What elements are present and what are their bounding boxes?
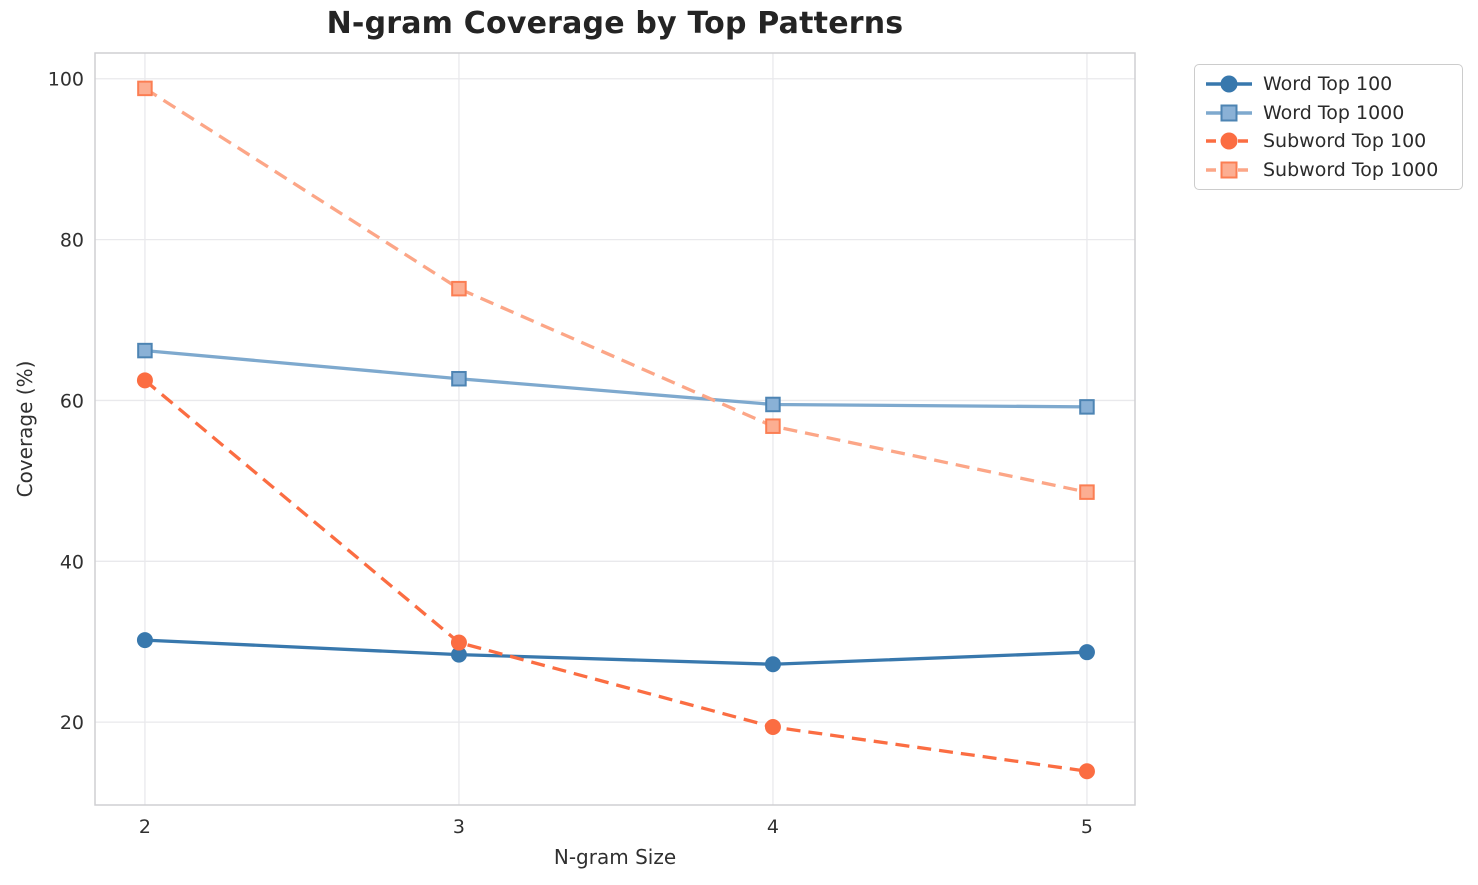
legend-dashed-line-sample xyxy=(1206,161,1252,179)
data-point-subword-top-1000-x4 xyxy=(765,418,781,434)
legend-item-subword-top-100: Subword Top 100 xyxy=(1205,127,1452,155)
legend-marker-icon xyxy=(1205,159,1253,181)
legend-item-label: Subword Top 1000 xyxy=(1263,158,1439,181)
data-point-subword-top-100-x4 xyxy=(764,718,781,735)
data-point-word-top-1000-x3 xyxy=(451,370,467,387)
series-line-word-top-100 xyxy=(144,638,1088,666)
y-tick-label-60: 60 xyxy=(60,390,84,412)
legend-item-label: Subword Top 100 xyxy=(1263,130,1427,153)
legend-item-subword-top-1000: Subword Top 1000 xyxy=(1205,156,1452,184)
plot-border xyxy=(94,52,1136,806)
legend-square-marker xyxy=(1220,161,1238,179)
legend-item-label: Word Top 100 xyxy=(1263,73,1393,96)
data-point-subword-top-100-x3 xyxy=(450,634,467,651)
data-point-word-top-1000-x5 xyxy=(1079,399,1095,415)
x-axis-label: N-gram Size xyxy=(553,845,677,869)
y-axis-label: Coverage (%) xyxy=(13,360,37,498)
y-tick-label-20: 20 xyxy=(60,712,84,734)
y-tick-label-80: 80 xyxy=(60,230,84,252)
data-point-subword-top-1000-x5 xyxy=(1079,484,1095,500)
y-tick-label-100: 100 xyxy=(48,69,84,91)
legend-solid-line-sample xyxy=(1206,104,1252,122)
data-point-subword-top-100-x5 xyxy=(1078,763,1095,780)
legend-item-word-top-100: Word Top 100 xyxy=(1205,70,1452,98)
series-line-subword-top-1000 xyxy=(144,86,1088,494)
data-point-subword-top-1000-x3 xyxy=(451,280,467,297)
legend-marker-icon xyxy=(1205,73,1253,95)
legend: Word Top 100 Word Top 1000 Subword Top 1… xyxy=(1194,64,1463,190)
data-point-word-top-100-x5 xyxy=(1078,644,1095,661)
legend-item-label: Word Top 1000 xyxy=(1263,101,1405,124)
legend-square-marker xyxy=(1220,104,1238,122)
x-tick-label-2: 2 xyxy=(139,816,151,838)
data-point-word-top-100-x4 xyxy=(764,656,781,673)
legend-marker-icon xyxy=(1205,130,1253,152)
x-tick-label-5: 5 xyxy=(1081,816,1093,838)
series-line-word-top-1000 xyxy=(144,348,1087,409)
series-line-subword-top-100 xyxy=(143,379,1088,773)
legend-dashed-line-sample xyxy=(1206,132,1252,150)
legend-circle-marker xyxy=(1220,132,1238,150)
data-point-subword-top-1000-x2 xyxy=(137,80,153,97)
y-tick-label-40: 40 xyxy=(60,551,84,573)
legend-solid-line-sample xyxy=(1206,75,1252,93)
chart-title: N-gram Coverage by Top Patterns xyxy=(326,6,904,41)
x-tick-label-4: 4 xyxy=(767,816,779,838)
legend-circle-marker xyxy=(1220,75,1238,93)
legend-item-word-top-1000: Word Top 1000 xyxy=(1205,99,1452,127)
legend-marker-icon xyxy=(1205,102,1253,124)
x-tick-label-3: 3 xyxy=(453,816,465,838)
data-point-subword-top-100-x2 xyxy=(136,372,153,389)
data-point-word-top-1000-x4 xyxy=(765,396,781,413)
data-point-word-top-100-x2 xyxy=(136,632,153,649)
data-point-word-top-1000-x2 xyxy=(137,342,153,359)
